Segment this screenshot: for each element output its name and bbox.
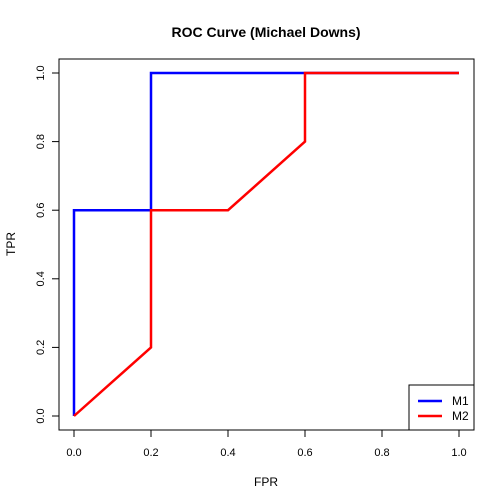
y-axis: 0.0 0.2 0.4 0.6 0.8 1.0 bbox=[35, 65, 60, 424]
x-tick-label: 0.4 bbox=[220, 447, 235, 459]
y-tick-label: 0.4 bbox=[35, 271, 47, 286]
series-line-m2 bbox=[73, 71, 459, 417]
y-tick-label: 0.0 bbox=[35, 408, 47, 423]
legend-label-m1: M1 bbox=[452, 394, 469, 408]
legend: M1 M2 bbox=[408, 384, 475, 431]
legend-label-m2: M2 bbox=[452, 409, 469, 423]
y-tick-label: 1.0 bbox=[35, 65, 47, 80]
legend-box bbox=[408, 384, 475, 431]
x-tick-label: 0.0 bbox=[66, 447, 81, 459]
series-layer bbox=[72, 71, 459, 417]
chart-title: ROC Curve (Michael Downs) bbox=[171, 24, 360, 40]
x-tick-label: 0.8 bbox=[374, 447, 389, 459]
x-tick-label: 0.2 bbox=[143, 447, 158, 459]
x-tick-label: 1.0 bbox=[451, 447, 466, 459]
y-axis-label: TPR bbox=[4, 232, 18, 256]
x-axis: 0.0 0.2 0.4 0.6 0.8 1.0 bbox=[66, 429, 467, 459]
y-tick-label: 0.8 bbox=[35, 134, 47, 149]
x-axis-label: FPR bbox=[254, 475, 278, 489]
y-tick-label: 0.6 bbox=[35, 203, 47, 218]
y-tick-label: 0.2 bbox=[35, 340, 47, 355]
x-tick-label: 0.6 bbox=[297, 447, 312, 459]
